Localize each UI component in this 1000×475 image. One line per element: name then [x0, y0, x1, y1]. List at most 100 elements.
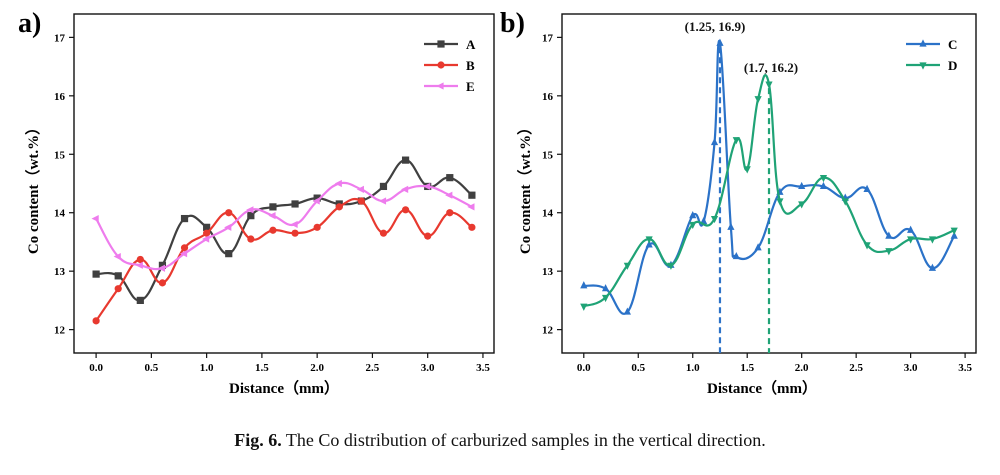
series-B-point [203, 229, 211, 237]
series-E-point [423, 182, 431, 191]
panel-b-annotation-label-2: (1.7, 16.2) [744, 60, 798, 75]
series-C-point [716, 38, 724, 46]
series-C-point [819, 181, 828, 190]
series-D-point [743, 166, 751, 174]
series-E-point [135, 261, 143, 269]
series-D-point [689, 221, 697, 230]
panel-a-ytick-label: 15 [54, 149, 66, 161]
panel-b-xtick-label: 2.0 [795, 362, 809, 374]
series-B-point [158, 279, 167, 287]
panel-a-xtick-label: 0.5 [144, 362, 158, 374]
legend-E-marker [436, 82, 444, 90]
series-B-point [313, 223, 321, 231]
caption-label: Fig. 6. [234, 430, 282, 450]
series-B-point [291, 229, 299, 237]
series-D-point [645, 236, 653, 244]
series-E-point [467, 203, 475, 211]
series-B-point [269, 226, 277, 234]
series-C-point [689, 211, 697, 219]
panel-a-xtick-label: 2.0 [310, 362, 324, 374]
series-E-point [157, 264, 166, 272]
panel-b-ytick-label: 12 [542, 325, 554, 337]
series-B-point [379, 229, 388, 237]
series-A-point [446, 174, 454, 182]
series-A-point [247, 212, 255, 220]
panel-a-ytick-label: 12 [54, 325, 66, 337]
series-E-point [290, 220, 298, 229]
legend-E-label: E [466, 79, 475, 94]
series-E-point [268, 212, 276, 220]
series-E-point [179, 250, 188, 258]
panel-a-plot: 0.0 0.5 1.0 1.5 2.0 2.5 3.0 3.5 12 13 14 15 16 17 ABE [54, 13, 495, 374]
series-E-point [246, 206, 254, 214]
series-C-point [623, 307, 631, 315]
panel-a-ylabel: Co content（wt.%） [24, 120, 42, 254]
series-A-point [180, 214, 189, 223]
figure: a) b) Co content（wt.%） Co content（wt.%） … [18, 8, 977, 397]
panel-b-xtick-label: 3.5 [958, 362, 972, 374]
series-B-line [95, 197, 473, 322]
series-E-point [113, 252, 121, 261]
series-E-point [312, 197, 320, 205]
series-D-point [841, 198, 849, 206]
series-D-point [928, 236, 937, 244]
panel-a-ytick-label: 17 [54, 32, 66, 44]
series-D-point [907, 236, 915, 244]
series-A-point [114, 272, 122, 280]
series-D-point [710, 215, 719, 224]
series-D-point [798, 201, 806, 209]
panel-a-xtick-label: 0.0 [89, 362, 103, 374]
legend-B-marker [437, 61, 445, 69]
legend-B-label: B [466, 58, 475, 73]
legend-C-label: C [948, 37, 957, 52]
series-D-point [765, 81, 773, 89]
series-A-point [313, 194, 321, 202]
series-C-point [710, 137, 719, 146]
series-C-point [732, 251, 740, 260]
panel-b-label: b) [500, 8, 525, 39]
legend-D-label: D [948, 58, 957, 73]
panel-b-ytick-label: 17 [542, 32, 554, 44]
panel-b-xtick-label: 0.0 [577, 362, 591, 374]
series-D-point [732, 137, 740, 145]
series-D-point [623, 262, 631, 270]
panel-a-xtick-label: 2.5 [366, 362, 380, 374]
panel-b-ytick-label: 14 [542, 208, 554, 220]
series-D-point [819, 175, 828, 183]
series-E-point [334, 179, 342, 188]
panel-b-xtick-label: 3.0 [904, 362, 918, 374]
series-E-point [224, 223, 232, 231]
series-A-line [96, 159, 473, 302]
series-E-point [356, 185, 364, 193]
series-A-point [225, 250, 233, 258]
series-E-point [378, 197, 387, 205]
series-D-line [583, 74, 955, 308]
panel-a-ytick-label: 14 [54, 208, 66, 220]
series-A-point [401, 156, 410, 164]
panel-a-ytick-label: 13 [54, 266, 66, 278]
series-C-point [727, 222, 735, 230]
series-B-point [247, 235, 255, 243]
panel-a-xtick-label: 1.5 [255, 362, 269, 374]
series-D-point [863, 242, 871, 250]
series-B-point [446, 209, 454, 217]
series-C-point [580, 281, 588, 289]
series-E-point [202, 235, 210, 243]
panel-a-xtick-label: 3.0 [421, 362, 435, 374]
panel-b-xtick-label: 1.5 [740, 362, 754, 374]
series-C-point [885, 231, 893, 239]
series-D-point [667, 262, 675, 270]
panel-a-xtick-label: 3.5 [476, 362, 490, 374]
series-A-point [379, 182, 388, 191]
series-A-point [203, 223, 211, 231]
series-B-point [335, 203, 343, 211]
series-D-point [754, 96, 762, 104]
series-E-line [95, 181, 473, 271]
series-D-point [885, 248, 893, 256]
legend-D-marker [919, 62, 927, 70]
panel-b-plot: 0.0 0.5 1.0 1.5 2.0 2.5 3.0 3.5 12 13 14 15 16 17 (1.2… [542, 13, 977, 374]
series-C-point [798, 181, 806, 190]
legend-A-label: A [466, 37, 476, 52]
series-C-point [907, 225, 915, 233]
series-D-point [776, 198, 784, 206]
